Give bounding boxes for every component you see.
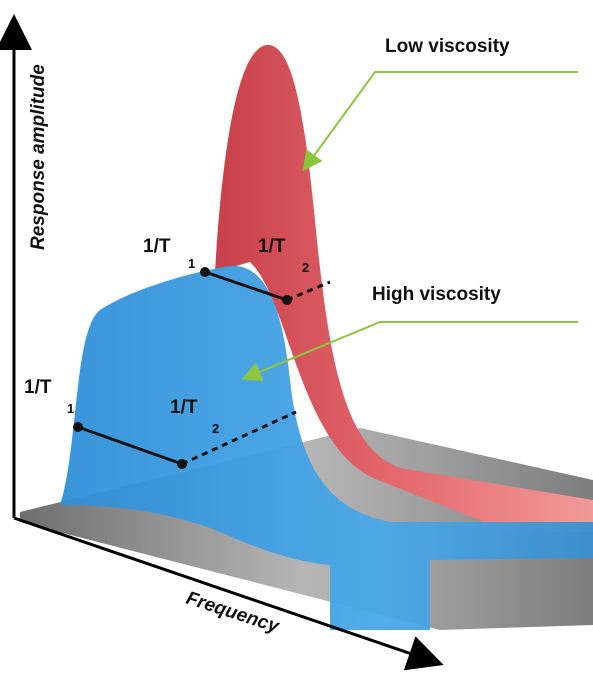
period-label: 1/T: [143, 236, 171, 257]
period-subscript: 1: [67, 401, 74, 416]
period-subscript: 2: [212, 421, 219, 436]
diagram: Response amplitude Frequency Low viscosi…: [0, 0, 593, 674]
period-label: 1/T: [170, 397, 198, 418]
callout-line: [305, 72, 578, 168]
point: [177, 459, 187, 469]
high-viscosity-label: High viscosity: [372, 284, 501, 305]
y-axis-label: Response amplitude: [28, 64, 49, 250]
period-subscript: 2: [302, 260, 309, 275]
low-viscosity-label: Low viscosity: [385, 36, 510, 57]
point: [282, 295, 292, 305]
period-label: 1/T: [258, 236, 286, 257]
period-subscript: 1: [188, 256, 195, 271]
x-axis-label: Frequency: [183, 588, 282, 638]
point: [73, 422, 83, 432]
point: [200, 267, 210, 277]
period-label: 1/T: [24, 377, 52, 398]
